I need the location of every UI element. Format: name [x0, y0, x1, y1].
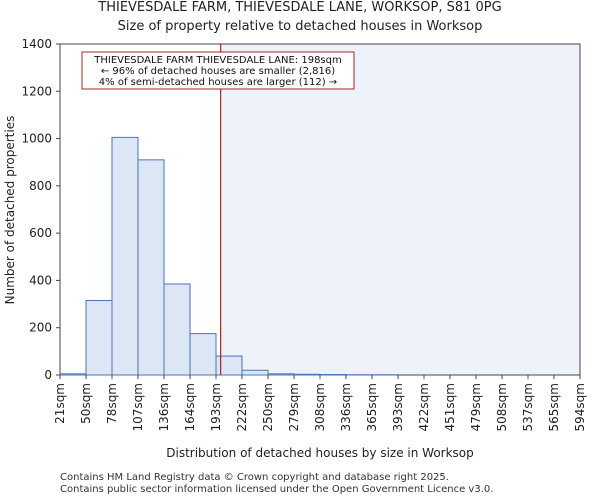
- bar-chart: 0 200 400 600 800 1000 1200 1400 21sqm 50sqm 78sqm…: [3, 37, 587, 460]
- x-tick-label: 78sqm: [105, 383, 119, 424]
- bar-279sqm: [293, 373, 321, 376]
- y-tick-label: 0: [44, 368, 52, 382]
- annotation-box: [81, 51, 355, 90]
- bar-250sqm: [267, 373, 295, 376]
- x-tick-label: 164sqm: [183, 383, 197, 431]
- x-tick-label: 136sqm: [157, 383, 171, 431]
- plot-area: 0 200 400 600 800 1000 1200 1400 21sqm 50sqm 78sqm…: [21, 37, 587, 431]
- bar-222sqm: [241, 369, 269, 376]
- x-tick-label: 279sqm: [287, 383, 301, 431]
- x-tick-label: 222sqm: [235, 383, 249, 431]
- annotation-line: ← 96% of detached houses are smaller (2,…: [101, 66, 335, 77]
- highlight-region: [220, 44, 580, 375]
- footer-licence: Contains public sector information licen…: [60, 484, 494, 495]
- x-tick-label: 565sqm: [547, 383, 561, 431]
- y-tick-label: 1400: [21, 37, 52, 51]
- chart-title: THIEVESDALE FARM, THIEVESDALE LANE, WORK…: [98, 0, 502, 15]
- bar-21sqm: [59, 373, 87, 376]
- x-tick-label: 365sqm: [365, 383, 379, 431]
- x-tick-label: 193sqm: [209, 383, 223, 431]
- y-tick-label: 800: [29, 179, 52, 193]
- x-tick-label: 250sqm: [261, 383, 275, 431]
- x-tick-label: 594sqm: [573, 383, 587, 431]
- y-tick-label: 1200: [21, 84, 52, 98]
- x-tick-label: 107sqm: [131, 383, 145, 431]
- x-tick-label: 21sqm: [53, 383, 67, 424]
- annotation-line: THIEVESDALE FARM THIEVESDALE LANE: 198sq…: [93, 55, 341, 66]
- x-tick-label: 508sqm: [495, 383, 509, 431]
- x-tick-label: 451sqm: [443, 383, 457, 431]
- y-tick-label: 400: [29, 273, 52, 287]
- y-tick-label: 600: [29, 226, 52, 240]
- x-tick-label: 479sqm: [469, 383, 483, 431]
- x-tick-label: 537sqm: [521, 383, 535, 431]
- y-axis-label: Number of detached properties: [3, 116, 17, 305]
- x-tick-label: 50sqm: [79, 383, 93, 424]
- annotation-line: 4% of semi-detached houses are larger (1…: [99, 77, 337, 88]
- bar-78sqm: [111, 136, 139, 376]
- bar-136sqm: [163, 283, 191, 376]
- footer-copyright: Contains HM Land Registry data © Crown c…: [60, 472, 449, 483]
- x-tick-label: 393sqm: [391, 383, 405, 431]
- bar-193sqm: [215, 355, 243, 376]
- bar-107sqm: [137, 159, 165, 376]
- x-tick-label: 336sqm: [339, 383, 353, 431]
- y-tick-label: 200: [29, 321, 52, 335]
- x-tick-label: 422sqm: [417, 383, 431, 431]
- y-tick-label: 1000: [21, 132, 52, 146]
- chart-subtitle: Size of property relative to detached ho…: [117, 19, 483, 34]
- bar-50sqm: [85, 300, 113, 376]
- x-tick-label: 308sqm: [313, 383, 327, 431]
- x-axis-label: Distribution of detached houses by size …: [166, 446, 474, 460]
- bar-164sqm: [189, 333, 217, 376]
